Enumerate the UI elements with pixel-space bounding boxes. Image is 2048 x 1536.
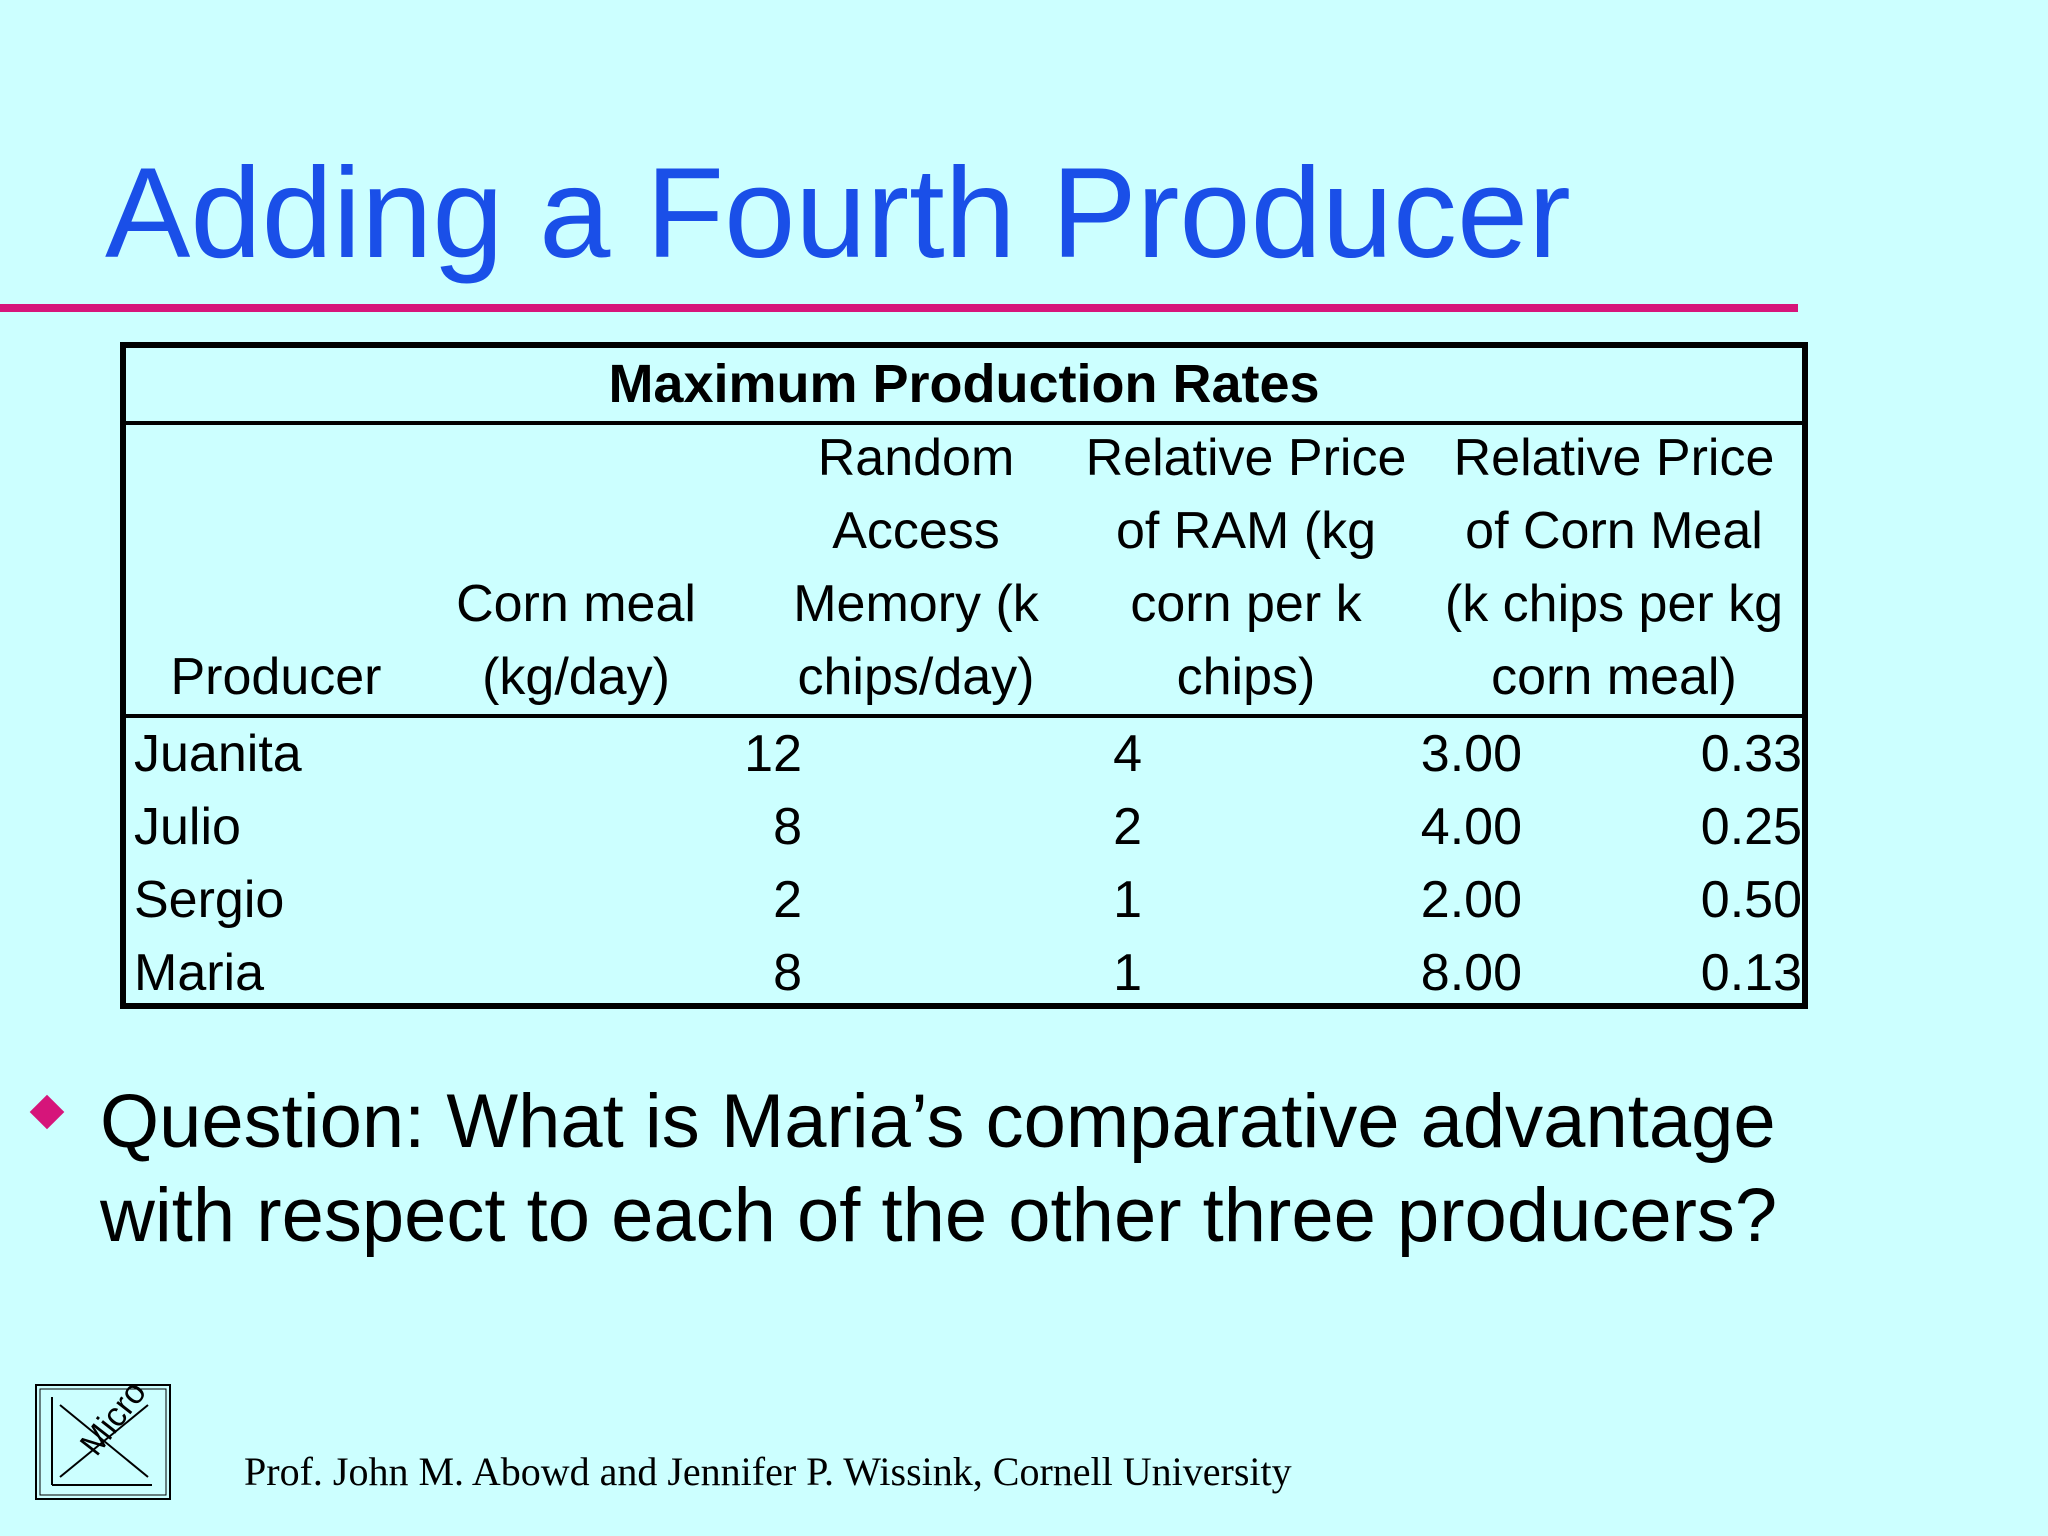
table-caption: Maximum Production Rates bbox=[126, 348, 1802, 425]
cell-ram: 1 bbox=[1113, 871, 1142, 929]
cell-corn-meal: 12 bbox=[744, 725, 802, 783]
cell-ram: 1 bbox=[1113, 944, 1142, 1002]
cell-relative-price-ram: 8.00 bbox=[1420, 944, 1522, 1002]
cell-relative-price-ram: 2.00 bbox=[1420, 871, 1522, 929]
production-table: Maximum Production Rates Producer Corn m… bbox=[120, 342, 1808, 1009]
footer-credit: Prof. John M. Abowd and Jennifer P. Wiss… bbox=[244, 1449, 1292, 1494]
cell-producer: Sergio bbox=[134, 871, 285, 929]
header-relative-price-ram: Relative Price of RAM (kg corn per k chi… bbox=[1085, 429, 1407, 706]
cell-relative-price-corn: 0.33 bbox=[1700, 725, 1802, 783]
cell-relative-price-corn: 0.25 bbox=[1700, 798, 1802, 856]
cell-ram: 4 bbox=[1113, 725, 1142, 783]
cell-producer: Maria bbox=[134, 944, 265, 1002]
table-row: Julio 8 2 4.00 0.25 bbox=[126, 791, 1802, 864]
cell-relative-price-corn: 0.13 bbox=[1700, 944, 1802, 1002]
header-producer: Producer bbox=[170, 648, 382, 706]
table-row: Juanita 12 4 3.00 0.33 bbox=[126, 718, 1802, 791]
micro-logo-icon: Micro bbox=[35, 1374, 171, 1500]
cell-ram: 2 bbox=[1113, 798, 1142, 856]
micro-logo: Micro bbox=[30, 1345, 180, 1505]
table-row: Sergio 2 1 2.00 0.50 bbox=[126, 864, 1802, 937]
cell-corn-meal: 8 bbox=[773, 944, 802, 1002]
title-underline bbox=[0, 304, 1798, 312]
header-corn-meal: Corn meal (kg/day) bbox=[456, 575, 696, 706]
table-row: Maria 8 1 8.00 0.13 bbox=[126, 937, 1802, 1010]
cell-corn-meal: 2 bbox=[773, 871, 802, 929]
header-relative-price-corn: Relative Price of Corn Meal (k chips per… bbox=[1444, 429, 1784, 706]
cell-corn-meal: 8 bbox=[773, 798, 802, 856]
slide-title: Adding a Fourth Producer bbox=[105, 142, 1571, 285]
diamond-bullet-icon bbox=[29, 1094, 65, 1130]
cell-producer: Julio bbox=[134, 798, 241, 856]
cell-relative-price-ram: 4.00 bbox=[1420, 798, 1522, 856]
cell-relative-price-corn: 0.50 bbox=[1700, 871, 1802, 929]
question-text: Question: What is Maria’s comparative ad… bbox=[100, 1079, 1778, 1258]
cell-relative-price-ram: 3.00 bbox=[1420, 725, 1522, 783]
header-ram: Random Access Memory (k chips/day) bbox=[793, 429, 1039, 706]
cell-producer: Juanita bbox=[134, 725, 302, 783]
table-header-row: Producer Corn meal (kg/day) Random Acces… bbox=[126, 425, 1802, 718]
